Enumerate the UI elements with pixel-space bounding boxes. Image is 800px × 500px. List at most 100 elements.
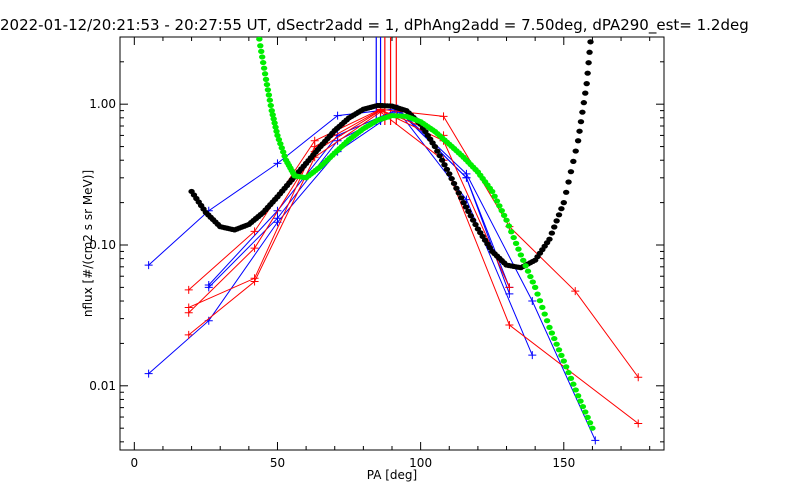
- data-point: [144, 369, 153, 378]
- model-point: [261, 71, 269, 77]
- model-point: [534, 291, 541, 297]
- model-point: [536, 298, 544, 304]
- model-point: [586, 49, 593, 55]
- model-point: [508, 229, 515, 235]
- model-point: [574, 138, 582, 144]
- model-point: [517, 252, 525, 258]
- series-0: [144, 104, 600, 445]
- data-point: [439, 112, 448, 121]
- model-point: [560, 358, 567, 364]
- model-point: [450, 180, 458, 187]
- model-point: [269, 112, 276, 118]
- plot-frame: [119, 36, 665, 451]
- y-tick-label: 0.10: [89, 238, 116, 252]
- model-point: [274, 132, 281, 139]
- model-point: [265, 92, 273, 98]
- model-point: [577, 398, 584, 404]
- series-4: [184, 105, 643, 382]
- model-point: [438, 157, 446, 163]
- model-point: [529, 279, 536, 285]
- data-point: [634, 373, 643, 382]
- model-point: [567, 375, 575, 381]
- model-point: [491, 193, 498, 199]
- model-point: [553, 341, 560, 347]
- model-point: [543, 318, 551, 324]
- model-point: [493, 198, 501, 204]
- model-point: [541, 311, 548, 317]
- x-tick-label: 100: [409, 456, 432, 470]
- data-point: [204, 280, 213, 289]
- model-point: [259, 54, 266, 60]
- data-point: [591, 436, 600, 445]
- data-point: [184, 330, 193, 339]
- plot-area: [144, 3, 643, 445]
- model-point: [553, 218, 560, 224]
- model-point: [577, 119, 585, 125]
- series-7: [184, 105, 448, 312]
- model-point: [567, 169, 575, 175]
- x-tick-label: 50: [270, 456, 285, 470]
- model-point: [522, 263, 529, 269]
- model-point: [272, 124, 279, 130]
- model-point: [462, 204, 470, 210]
- model-point: [551, 335, 558, 342]
- model-point: [558, 206, 565, 212]
- data-point: [528, 297, 537, 306]
- model-point: [524, 268, 532, 274]
- model-point: [510, 234, 517, 241]
- model-point: [565, 369, 572, 376]
- series-line: [208, 108, 510, 288]
- data-point: [528, 351, 537, 360]
- series-line: [148, 108, 596, 441]
- model-point: [560, 200, 567, 206]
- model-point: [584, 414, 591, 420]
- model-point: [278, 145, 285, 151]
- model-curve-9: [251, 3, 596, 431]
- model-point: [546, 324, 553, 330]
- data-point: [184, 303, 193, 312]
- model-point: [266, 97, 274, 103]
- model-point: [570, 381, 577, 387]
- model-point: [589, 425, 596, 431]
- data-point: [634, 419, 643, 428]
- data-point: [250, 244, 259, 253]
- data-point: [505, 321, 514, 330]
- model-point: [271, 120, 278, 126]
- model-point: [498, 208, 505, 214]
- model-point: [574, 393, 582, 399]
- series-line: [188, 108, 639, 378]
- model-point: [558, 352, 565, 358]
- chart-title: 2022-01-12/20:21:53 - 20:27:55 UT, dSect…: [0, 16, 749, 35]
- model-point: [570, 158, 577, 164]
- model-point: [555, 212, 563, 218]
- model-point: [551, 224, 558, 230]
- y-tick-label: 1.00: [89, 97, 116, 111]
- y-tick-label: 0.01: [89, 379, 116, 393]
- data-point: [144, 261, 153, 270]
- data-point: [273, 214, 282, 223]
- model-point: [505, 223, 513, 229]
- model-point: [579, 403, 587, 410]
- model-point: [572, 148, 579, 154]
- model-point: [555, 347, 563, 353]
- model-point: [539, 304, 546, 310]
- axis-ticks: 0 50 100 150 0.01 0.10 1.00: [89, 36, 664, 470]
- model-point: [251, 3, 257, 8]
- y-axis-label: nflux [#/(cm2 s sr MeV)]: [81, 170, 95, 317]
- model-point: [446, 171, 453, 177]
- model-point: [565, 179, 572, 185]
- model-point: [256, 37, 263, 42]
- model-point: [460, 200, 467, 206]
- model-point: [431, 143, 439, 150]
- model-point: [580, 100, 588, 106]
- model-point: [259, 59, 267, 66]
- model-point: [267, 102, 274, 109]
- model-point: [562, 189, 570, 195]
- model-point: [548, 230, 556, 236]
- model-point: [469, 217, 477, 223]
- model-point: [260, 65, 268, 71]
- model-point: [275, 136, 283, 143]
- model-point: [500, 212, 508, 219]
- data-point: [250, 227, 259, 236]
